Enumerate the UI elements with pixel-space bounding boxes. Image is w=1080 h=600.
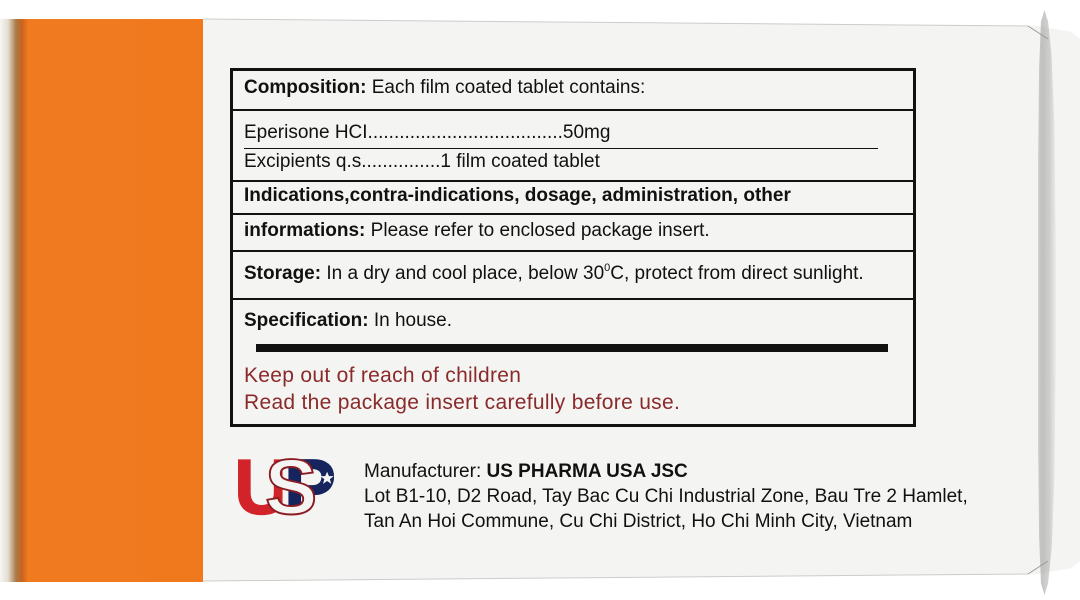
svg-text:S: S: [265, 451, 317, 527]
